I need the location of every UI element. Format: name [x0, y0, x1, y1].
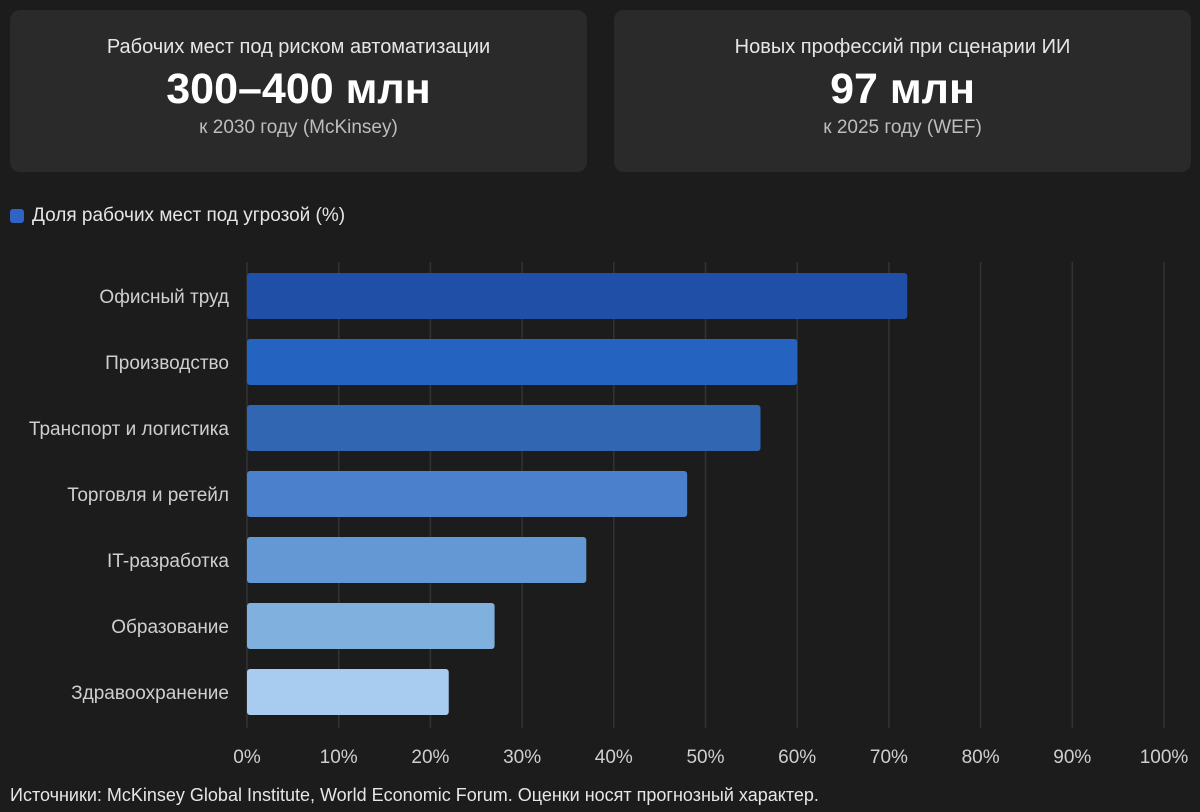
category-label: Офисный труд [99, 287, 229, 308]
x-tick-label: 20% [411, 747, 449, 768]
category-label: Здравоохранение [71, 683, 229, 704]
chart-legend[interactable]: Доля рабочих мест под угрозой (%) [10, 205, 345, 227]
bar[interactable] [247, 471, 688, 517]
category-label: Производство [105, 353, 229, 374]
chart-category-labels: Офисный труд Производство Транспорт и логи… [29, 287, 230, 704]
stat-subtitle: к 2030 году (McKinsey) [199, 116, 398, 138]
x-tick-label: 60% [778, 747, 816, 768]
category-label: Транспорт и логистика [29, 419, 229, 440]
stat-label: Рабочих мест под риском автоматизации [106, 35, 491, 58]
x-tick-label: 80% [962, 747, 1000, 768]
x-tick-label: 0% [233, 747, 261, 768]
stat-value: 97 млн [830, 64, 975, 113]
bar[interactable] [247, 273, 908, 319]
stat-subtitle: к 2025 году (WEF) [823, 116, 982, 138]
stat-card-automation-risk: Рабочих мест под риском автоматизации 30… [10, 10, 587, 172]
x-tick-label: 100% [1140, 747, 1189, 768]
category-label: Торговля и ретейл [67, 485, 229, 506]
chart-bars [247, 273, 908, 715]
source-note: Источники: McKinsey Global Institute, Wo… [10, 785, 819, 805]
x-tick-label: 10% [320, 747, 358, 768]
chart-x-ticks: 0% 10% 20% 30% 40% 50% 60% 70% 80% 90% 100% [233, 747, 1188, 768]
x-tick-label: 50% [686, 747, 724, 768]
stat-value: 300–400 млн [166, 64, 431, 113]
legend-swatch [10, 209, 24, 223]
x-tick-label: 40% [595, 747, 633, 768]
bar[interactable] [247, 537, 587, 583]
bar[interactable] [247, 603, 495, 649]
x-tick-label: 30% [503, 747, 541, 768]
bar[interactable] [247, 405, 761, 451]
stat-card-new-professions: Новых профессий при сценарии ИИ 97 млн к… [614, 10, 1191, 172]
legend-label: Доля рабочих мест под угрозой (%) [32, 205, 346, 226]
category-label: Образование [111, 617, 229, 638]
bar[interactable] [247, 669, 449, 715]
x-tick-label: 70% [870, 747, 908, 768]
stat-label: Новых профессий при сценарии ИИ [734, 35, 1071, 58]
category-label: IT-разработка [107, 551, 229, 572]
bar[interactable] [247, 339, 798, 385]
x-tick-label: 90% [1053, 747, 1091, 768]
